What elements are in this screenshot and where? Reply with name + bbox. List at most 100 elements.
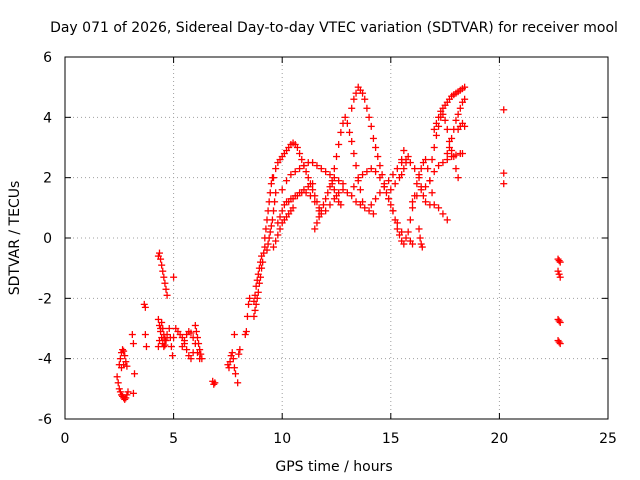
data-point — [298, 156, 306, 164]
data-point — [361, 95, 369, 103]
data-point — [409, 198, 417, 206]
data-point — [296, 150, 304, 158]
data-point — [411, 165, 419, 173]
data-point — [367, 165, 375, 173]
data-point — [376, 189, 384, 197]
data-point — [348, 137, 356, 145]
data-point — [169, 352, 177, 360]
data-point — [161, 279, 169, 287]
data-point — [406, 216, 414, 224]
data-point — [324, 189, 332, 197]
data-point — [319, 201, 327, 209]
y-tick-label: 2 — [43, 171, 52, 187]
data-point — [454, 174, 462, 182]
data-point — [226, 358, 234, 366]
data-point — [348, 104, 356, 112]
x-tick-label: 5 — [169, 431, 178, 447]
data-point — [359, 89, 367, 97]
data-point — [195, 340, 203, 348]
data-point — [210, 380, 218, 388]
data-point — [165, 325, 173, 332]
data-point — [461, 122, 469, 130]
data-point — [343, 189, 351, 197]
data-point — [271, 198, 279, 206]
data-point — [348, 192, 356, 200]
data-point — [500, 180, 508, 188]
data-point — [456, 104, 464, 112]
data-point — [142, 343, 150, 351]
data-point — [187, 329, 195, 337]
data-point — [335, 189, 343, 197]
data-point — [443, 216, 451, 224]
data-point — [422, 198, 430, 206]
data-point — [114, 379, 122, 387]
data-point — [289, 204, 297, 212]
data-point — [432, 131, 440, 139]
data-point — [250, 312, 258, 320]
data-point — [426, 177, 434, 185]
data-point — [402, 234, 410, 242]
data-point — [123, 391, 131, 399]
data-point — [157, 255, 165, 263]
data-point — [415, 171, 423, 179]
data-point — [398, 228, 406, 236]
data-point — [272, 237, 280, 245]
data-point — [417, 186, 425, 194]
data-point — [278, 186, 286, 194]
data-point — [361, 204, 369, 212]
data-point — [435, 204, 443, 212]
data-point — [251, 291, 259, 299]
data-point — [367, 201, 375, 209]
data-point — [402, 159, 410, 167]
data-point — [346, 128, 354, 136]
data-point — [129, 340, 137, 348]
data-point — [326, 171, 334, 179]
data-point — [267, 180, 275, 188]
data-point — [448, 134, 456, 142]
data-point — [445, 144, 453, 151]
data-point — [230, 331, 238, 339]
data-point — [369, 134, 377, 142]
data-point — [367, 122, 375, 130]
data-point — [380, 183, 388, 191]
data-point — [254, 270, 262, 278]
data-point — [161, 335, 169, 343]
data-point — [124, 388, 132, 396]
grid-lines — [65, 57, 608, 419]
data-point — [228, 349, 236, 357]
data-point — [374, 153, 382, 161]
data-point — [170, 334, 178, 342]
data-point — [350, 150, 358, 158]
data-point — [413, 180, 421, 188]
data-point — [315, 213, 323, 221]
data-point — [121, 352, 129, 360]
data-point — [270, 243, 278, 251]
data-point — [313, 219, 321, 227]
data-point — [274, 219, 282, 227]
data-point — [167, 343, 175, 351]
data-point — [163, 291, 171, 299]
data-point — [452, 165, 460, 173]
data-point — [187, 355, 195, 363]
data-point — [268, 216, 276, 224]
data-point — [339, 186, 347, 194]
data-point — [556, 273, 564, 281]
data-point — [229, 355, 237, 363]
y-tick-label: 6 — [43, 50, 52, 66]
y-tick-label: 0 — [43, 231, 52, 247]
data-point — [270, 207, 278, 215]
data-point — [306, 192, 314, 200]
data-point — [337, 201, 345, 209]
data-point — [272, 165, 280, 173]
data-point — [158, 318, 166, 326]
data-point — [422, 183, 430, 191]
data-point — [439, 159, 447, 167]
data-point — [170, 273, 178, 281]
data-point — [309, 159, 317, 167]
data-point — [211, 379, 219, 387]
data-point — [363, 104, 371, 112]
data-point — [116, 355, 124, 363]
data-point — [263, 246, 271, 254]
x-tick-label: 0 — [61, 431, 70, 447]
data-point — [302, 189, 310, 197]
